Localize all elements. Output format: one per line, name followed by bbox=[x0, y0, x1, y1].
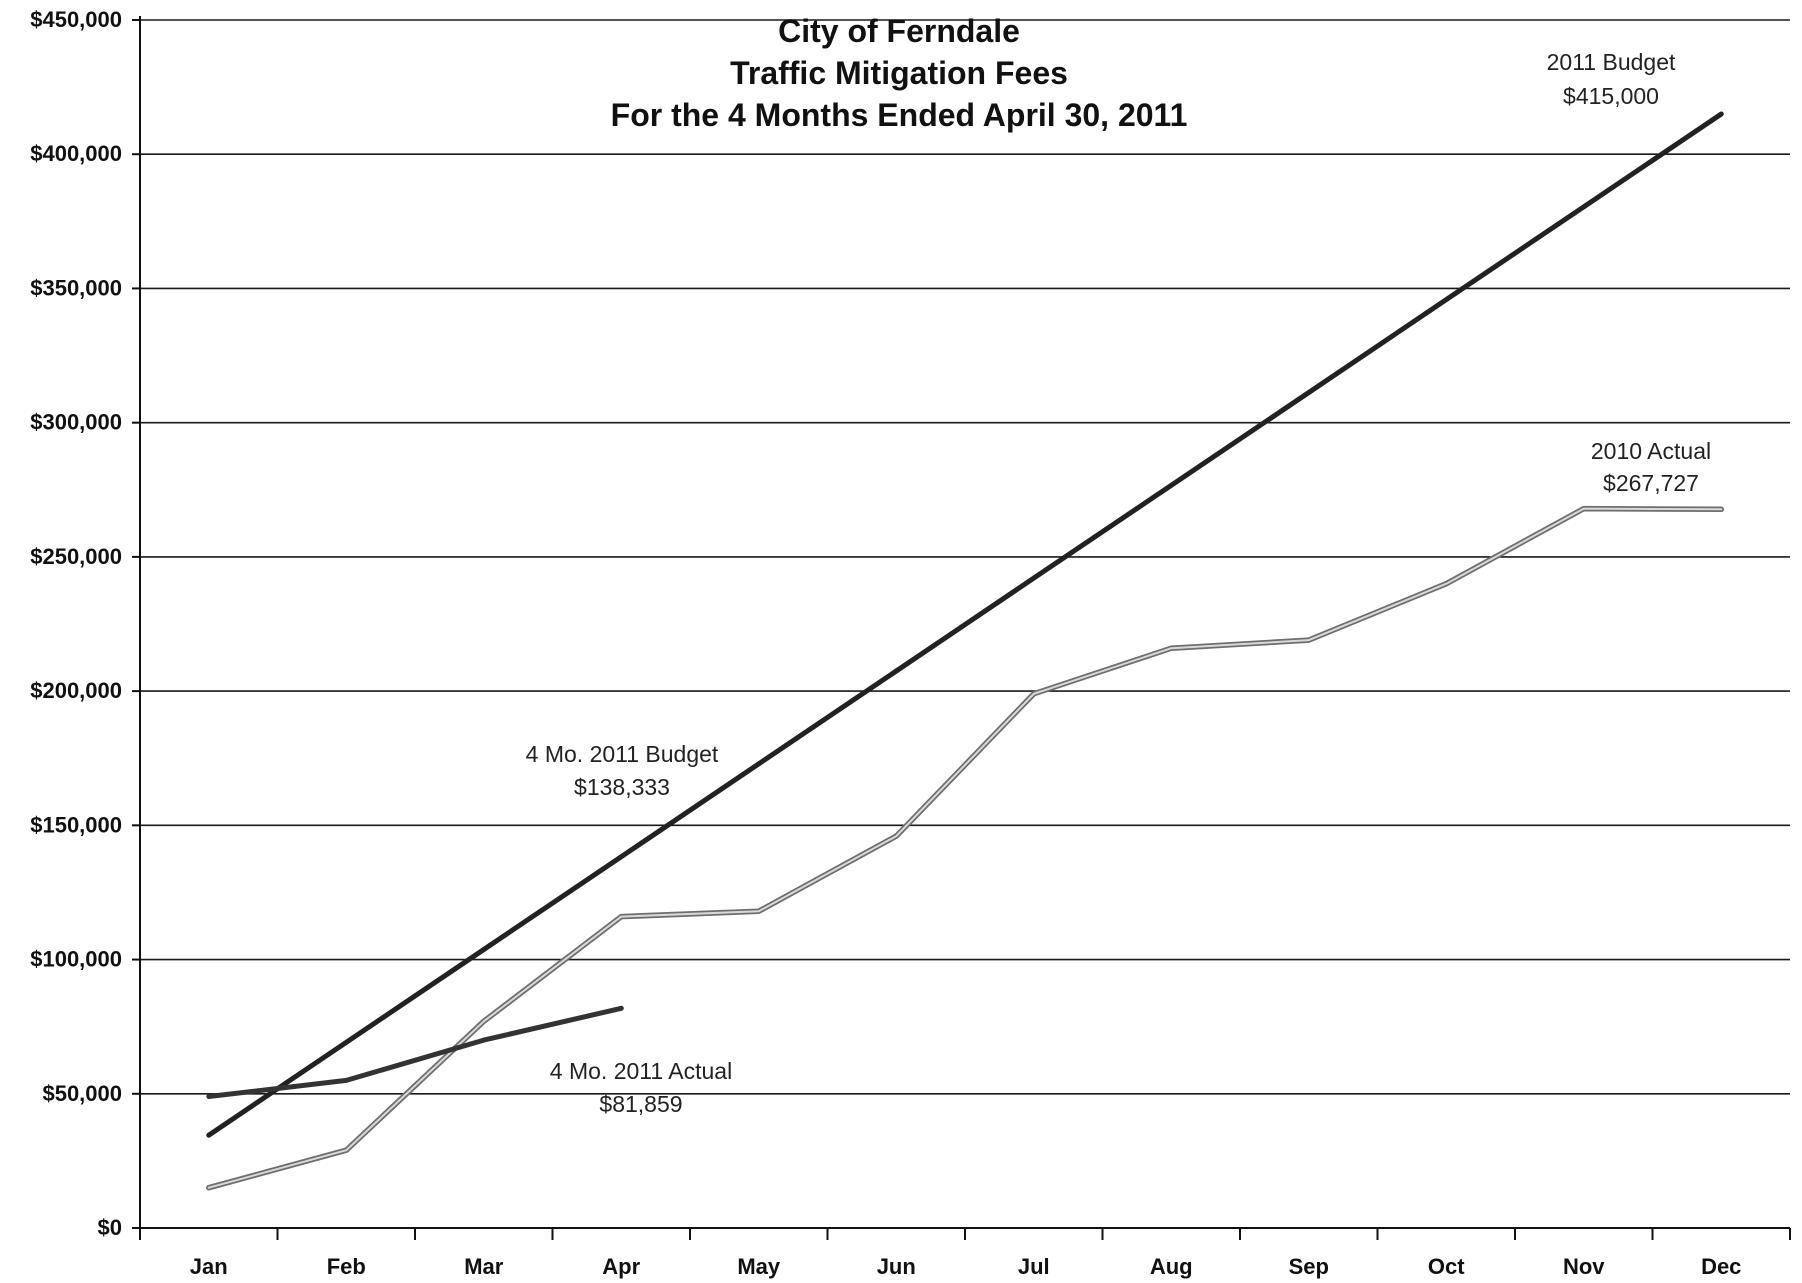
series-line bbox=[206, 1005, 624, 1099]
x-tick-label: Dec bbox=[1701, 1254, 1741, 1279]
x-tick-label: Jul bbox=[1018, 1254, 1050, 1279]
x-tick-label: Sep bbox=[1289, 1254, 1329, 1279]
y-tick-label: $450,000 bbox=[30, 7, 122, 32]
series-line-outline bbox=[206, 505, 1725, 1191]
annotations: 2011 Budget $415,000 2010 Actual $267,727 4 … bbox=[526, 49, 1711, 1117]
x-tick-label: Mar bbox=[464, 1254, 504, 1279]
x-tick-label: Jan bbox=[190, 1254, 228, 1279]
series-line bbox=[206, 111, 1724, 1138]
y-tick-label: $300,000 bbox=[30, 410, 122, 435]
axes: $0 $50,000 $100,000 $150,000 $200,000 $250,00… bbox=[30, 7, 1791, 1279]
series-lines bbox=[206, 111, 1725, 1191]
series-0 bbox=[206, 111, 1724, 1138]
x-tick-label: May bbox=[737, 1254, 781, 1279]
annotation-text: $81,859 bbox=[599, 1091, 682, 1117]
y-tick-label: $50,000 bbox=[42, 1081, 122, 1106]
x-tick-label: Apr bbox=[602, 1254, 640, 1279]
annotation-text: 4 Mo. 2011 Actual bbox=[550, 1058, 732, 1084]
y-tick-label: $200,000 bbox=[30, 678, 122, 703]
y-tick-label: $0 bbox=[98, 1215, 122, 1240]
annotation-text: 2011 Budget bbox=[1547, 49, 1676, 75]
annotation-actual-2010: 2010 Actual $267,727 bbox=[1591, 438, 1711, 496]
series-line bbox=[207, 507, 1723, 1189]
title-line: For the 4 Months Ended April 30, 2011 bbox=[611, 97, 1188, 133]
annotation-actual-4mo: 4 Mo. 2011 Actual $81,859 bbox=[550, 1058, 732, 1117]
series-2 bbox=[206, 1005, 624, 1099]
annotation-budget-2011: 2011 Budget $415,000 bbox=[1547, 49, 1676, 109]
x-tick-label: Nov bbox=[1563, 1254, 1605, 1279]
y-tick-label: $150,000 bbox=[30, 812, 122, 837]
annotation-text: $415,000 bbox=[1563, 83, 1659, 109]
x-tick-label: Oct bbox=[1428, 1254, 1465, 1279]
y-tick-label: $350,000 bbox=[30, 275, 122, 300]
y-tick-label: $400,000 bbox=[30, 141, 122, 166]
chart-title: City of Ferndale Traffic Mitigation Fees F… bbox=[611, 13, 1188, 133]
y-tick-label: $100,000 bbox=[30, 947, 122, 972]
x-tick-label: Feb bbox=[327, 1254, 366, 1279]
x-tick-label: Aug bbox=[1150, 1254, 1193, 1279]
annotation-text: $138,333 bbox=[574, 774, 670, 800]
series-1 bbox=[206, 505, 1725, 1191]
annotation-text: 4 Mo. 2011 Budget bbox=[526, 741, 719, 767]
x-tick-label: Jun bbox=[877, 1254, 916, 1279]
title-line: Traffic Mitigation Fees bbox=[730, 55, 1068, 91]
gridlines bbox=[140, 19, 1790, 1095]
y-tick-label: $250,000 bbox=[30, 544, 122, 569]
annotation-text: 2010 Actual bbox=[1591, 438, 1711, 464]
annotation-budget-4mo: 4 Mo. 2011 Budget $138,333 bbox=[526, 741, 719, 800]
annotation-text: $267,727 bbox=[1603, 470, 1699, 496]
title-line: City of Ferndale bbox=[778, 13, 1020, 49]
